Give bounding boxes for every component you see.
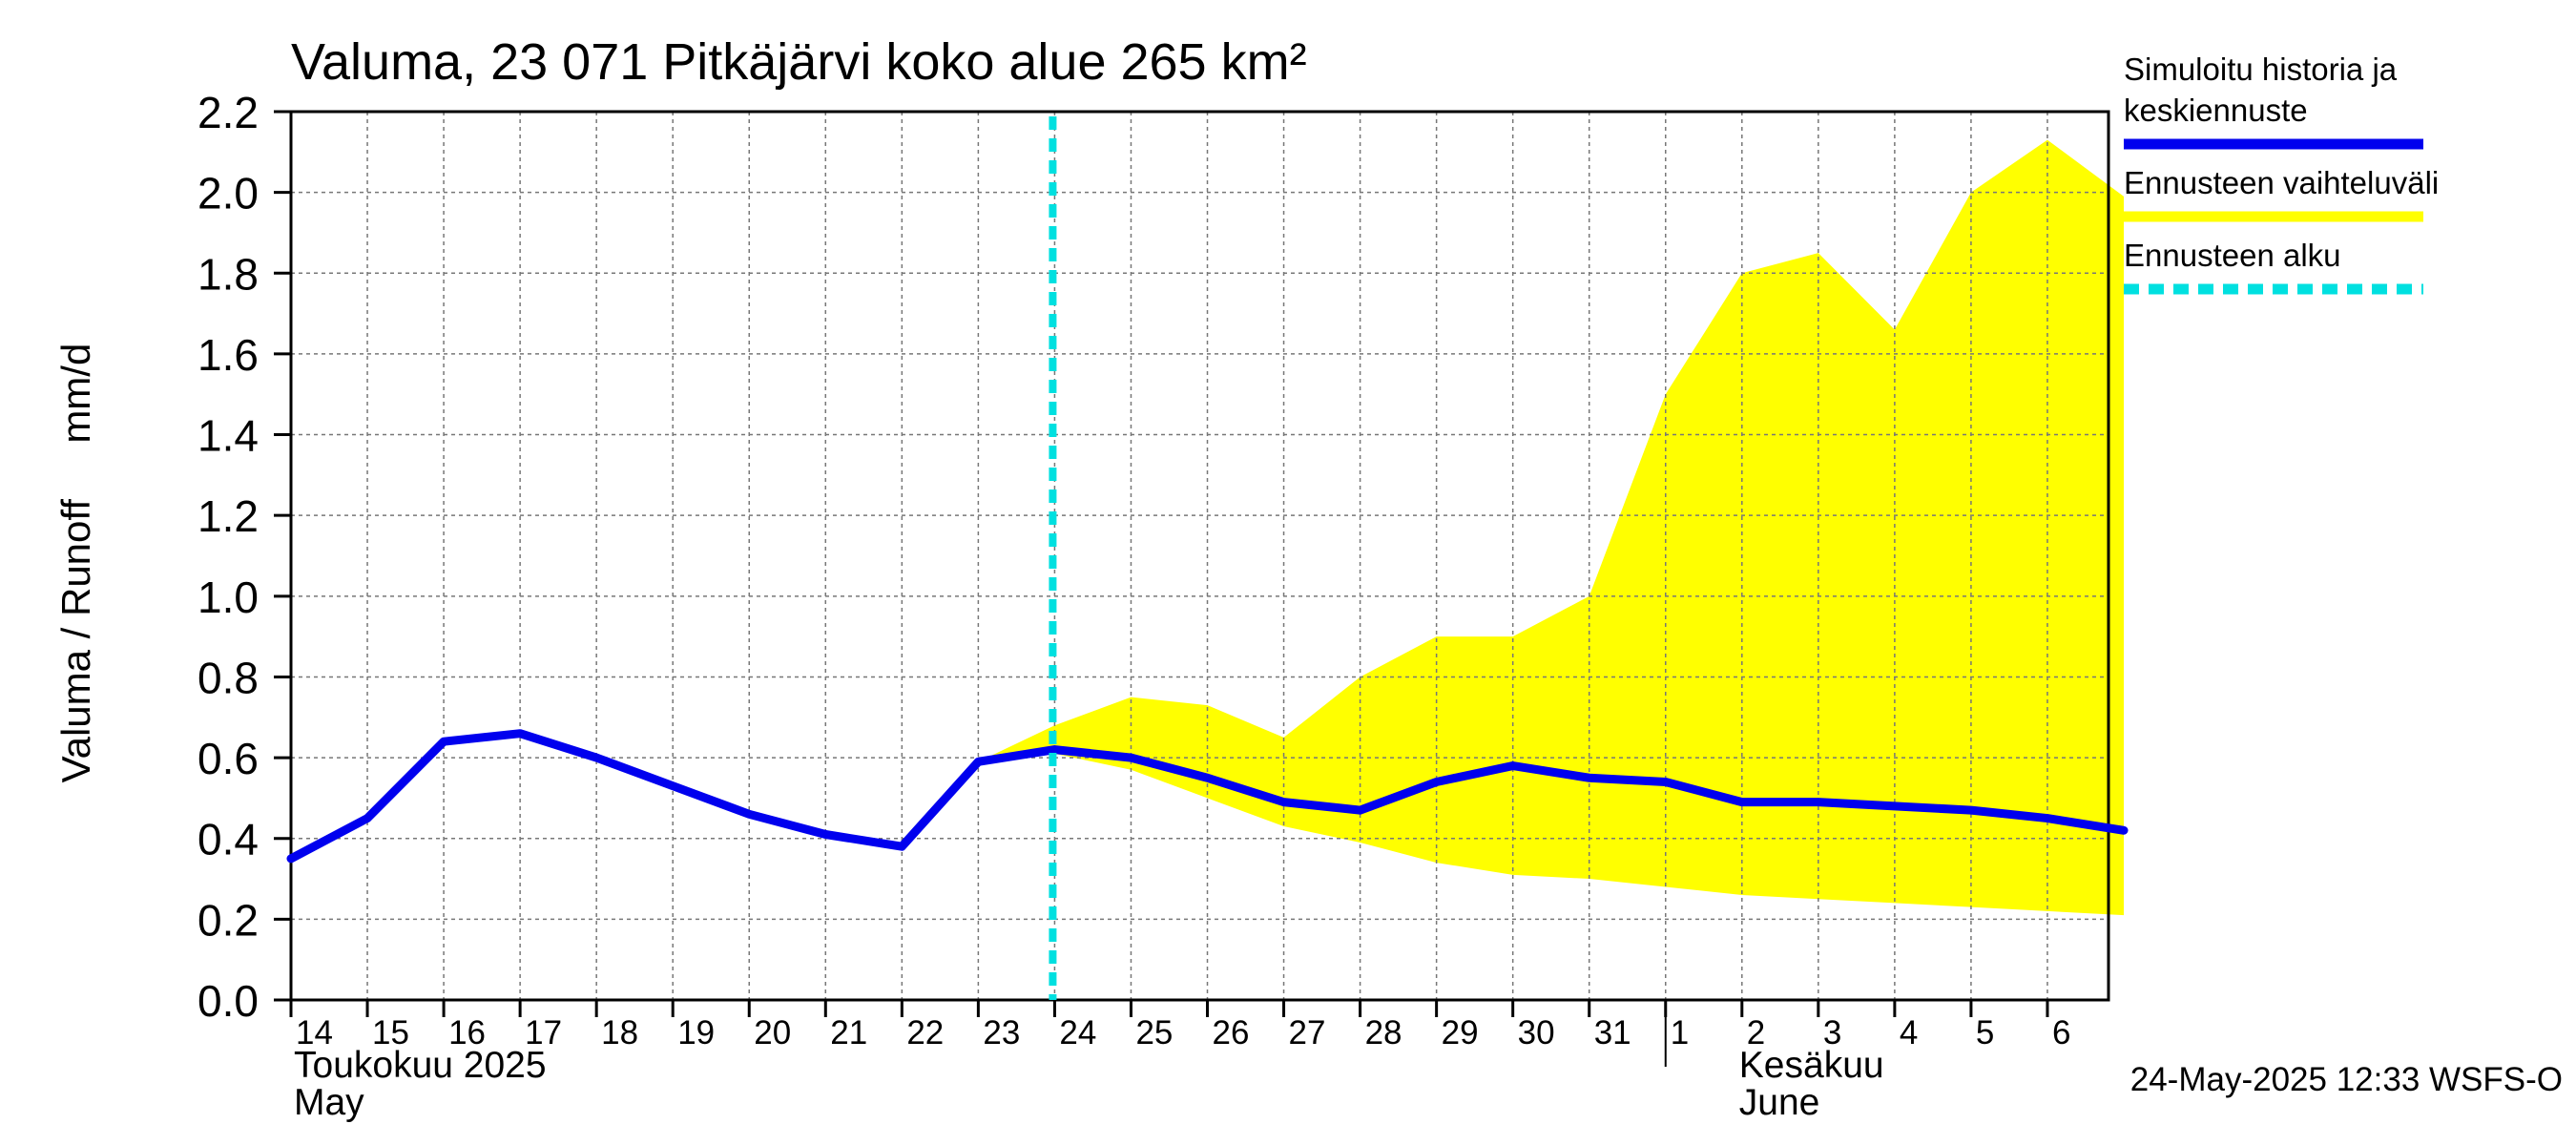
x-tick-label: 4 [1900, 1014, 1918, 1051]
y-tick-label: 0.4 [197, 815, 259, 864]
legend-label: keskiennuste [2124, 93, 2308, 128]
x-tick-label: 27 [1289, 1014, 1326, 1051]
y-tick-label: 2.0 [197, 169, 259, 219]
x-tick-label: 2 [1747, 1014, 1765, 1051]
x-tick-label: 20 [754, 1014, 791, 1051]
x-tick-label: 22 [906, 1014, 944, 1051]
y-tick-label: 0.2 [197, 895, 259, 945]
x-tick-label: 24 [1059, 1014, 1096, 1051]
x-tick-label: 14 [296, 1014, 333, 1051]
x-tick-label: 25 [1135, 1014, 1173, 1051]
month-label-fi: Toukokuu 2025 [294, 1045, 547, 1086]
x-tick-label: 30 [1518, 1014, 1555, 1051]
plot-area: 0.00.20.40.60.81.01.21.41.61.82.02.214 15… [197, 88, 2129, 1123]
x-tick-label: 3 [1823, 1014, 1841, 1051]
forecast-range-band [978, 139, 2125, 916]
y-tick-label: 2.2 [197, 88, 259, 137]
x-tick-label: 26 [1213, 1014, 1250, 1051]
x-tick-label: 31 [1594, 1014, 1631, 1051]
y-tick-label: 1.8 [197, 249, 259, 299]
x-tick-label: 15 [372, 1014, 409, 1051]
x-tick-label: 28 [1365, 1014, 1402, 1051]
y-tick-label: 1.0 [197, 572, 259, 622]
y-tick-label: 1.4 [197, 411, 259, 461]
x-tick-label: 18 [601, 1014, 638, 1051]
y-tick-label: 1.2 [197, 491, 259, 541]
y-axis-label: Valuma / Runoff mm/d [53, 344, 98, 783]
month-label-fi: Kesäkuu [1739, 1045, 1884, 1086]
x-tick-label: 29 [1442, 1014, 1479, 1051]
legend-label: Ennusteen vaihteluväli [2124, 165, 2439, 200]
y-tick-label: 0.6 [197, 734, 259, 783]
y-tick-label: 0.0 [197, 976, 259, 1026]
y-tick-label: 0.8 [197, 653, 259, 702]
x-tick-label: 6 [2052, 1014, 2070, 1051]
month-label-en: June [1739, 1082, 1820, 1123]
x-tick-label: 17 [525, 1014, 562, 1051]
y-tick-label: 1.6 [197, 330, 259, 380]
plot-frame [289, 110, 2110, 1002]
month-label-en: May [294, 1082, 364, 1123]
chart-title: Valuma, 23 071 Pitkäjärvi koko alue 265 … [291, 33, 1307, 91]
x-tick-label: 21 [830, 1014, 867, 1051]
x-tick-label: 1 [1671, 1014, 1689, 1051]
x-tick-label: 19 [677, 1014, 715, 1051]
timestamp-footer: 24-May-2025 12:33 WSFS-O [2130, 1061, 2563, 1098]
legend-label: Ennusteen alku [2124, 238, 2341, 273]
x-tick-label: 5 [1976, 1014, 1994, 1051]
x-tick-label: 23 [983, 1014, 1020, 1051]
series-line-simulated [286, 729, 2129, 864]
x-tick-label: 16 [448, 1014, 486, 1051]
legend: Simuloitu historia ja keskiennuste Ennuste… [2124, 52, 2439, 295]
legend-label: Simuloitu historia ja [2124, 52, 2398, 87]
